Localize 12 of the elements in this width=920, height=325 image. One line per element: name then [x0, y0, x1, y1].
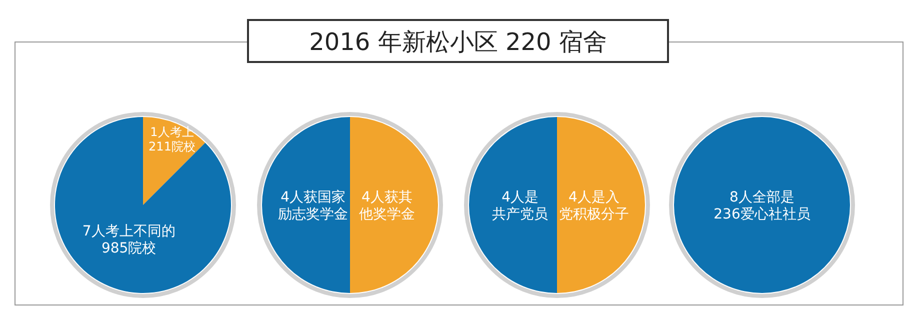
slice-label: 4人是共产党员 [492, 190, 548, 222]
slice-label: 4人获其他奖学金 [358, 190, 415, 222]
pie-slice [262, 117, 350, 293]
slice-label: 8人全部是236爱心社社员 [714, 190, 810, 222]
pie-slice [469, 117, 557, 293]
pie-slice [350, 117, 438, 293]
pie-slice [557, 117, 645, 293]
pie-slice [55, 117, 231, 293]
text: 2016 年新松小区 220 宿舍 [309, 28, 607, 56]
slice-label: 4人获国家励志奖学金 [278, 190, 348, 222]
slice-label: 7人考上不同的985院校 [82, 224, 176, 256]
slice-label: 4人是入党积极分子 [558, 190, 629, 222]
